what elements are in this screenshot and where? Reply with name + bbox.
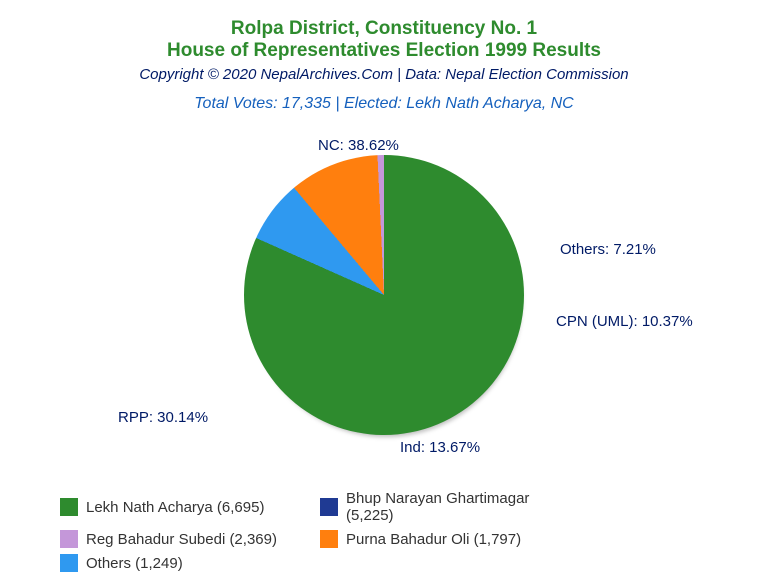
slice-label-nc: NC: 38.62% (318, 137, 399, 154)
copyright-line: Copyright © 2020 NepalArchives.Com | Dat… (0, 66, 768, 83)
legend: Lekh Nath Acharya (6,695) Bhup Narayan Gh… (60, 490, 720, 578)
slice-label-rpp: RPP: 30.14% (118, 409, 208, 426)
legend-item: Bhup Narayan Ghartimagar (5,225) (320, 490, 580, 524)
legend-item: Purna Bahadur Oli (1,797) (320, 530, 580, 548)
title-block: Rolpa District, Constituency No. 1 House… (0, 0, 768, 113)
totals-line: Total Votes: 17,335 | Elected: Lekh Nath… (0, 95, 768, 113)
chart-area: NC: 38.62% Others: 7.21% CPN (UML): 10.37%… (0, 113, 768, 453)
legend-text: Bhup Narayan Ghartimagar (5,225) (346, 490, 580, 524)
legend-item: Others (1,249) (60, 554, 320, 572)
legend-text: Purna Bahadur Oli (1,797) (346, 531, 521, 548)
legend-text: Others (1,249) (86, 555, 183, 572)
legend-row: Lekh Nath Acharya (6,695) Bhup Narayan Gh… (60, 490, 720, 578)
title-line-2: House of Representatives Election 1999 R… (0, 40, 768, 62)
slice-label-ind: Ind: 13.67% (400, 439, 480, 456)
slice-label-others: Others: 7.21% (560, 241, 656, 258)
legend-item: Lekh Nath Acharya (6,695) (60, 490, 320, 524)
legend-swatch (60, 554, 78, 572)
legend-text: Lekh Nath Acharya (6,695) (86, 499, 264, 516)
slice-label-cpn-uml-: CPN (UML): 10.37% (556, 313, 693, 330)
pie-chart (244, 155, 524, 435)
legend-item: Reg Bahadur Subedi (2,369) (60, 530, 320, 548)
legend-swatch (60, 498, 78, 516)
pie-container (244, 155, 524, 435)
title-line-1: Rolpa District, Constituency No. 1 (0, 18, 768, 40)
legend-swatch (320, 498, 338, 516)
legend-swatch (60, 530, 78, 548)
legend-swatch (320, 530, 338, 548)
legend-text: Reg Bahadur Subedi (2,369) (86, 531, 277, 548)
